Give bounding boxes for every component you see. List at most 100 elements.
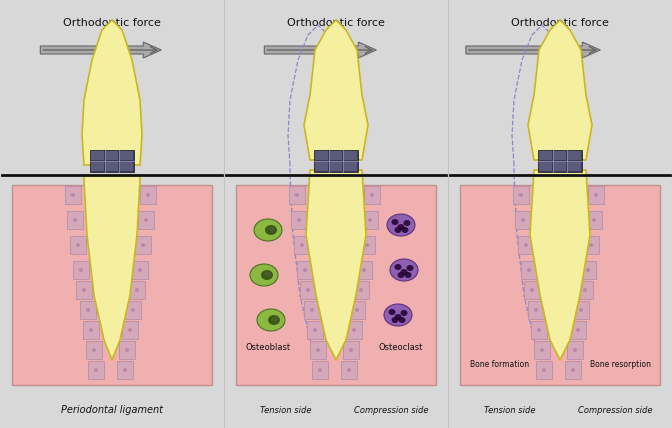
- Ellipse shape: [261, 270, 273, 280]
- Bar: [344, 162, 357, 171]
- Ellipse shape: [370, 193, 374, 197]
- Ellipse shape: [571, 368, 575, 372]
- Ellipse shape: [71, 193, 75, 197]
- Polygon shape: [528, 20, 592, 160]
- Ellipse shape: [138, 268, 142, 272]
- Ellipse shape: [92, 348, 96, 352]
- Bar: [577, 281, 593, 299]
- Bar: [73, 261, 89, 279]
- Bar: [315, 162, 328, 171]
- Bar: [125, 301, 141, 319]
- Ellipse shape: [272, 316, 278, 321]
- Ellipse shape: [398, 224, 405, 230]
- Ellipse shape: [128, 328, 132, 332]
- Bar: [583, 236, 599, 254]
- Ellipse shape: [254, 219, 282, 241]
- Bar: [353, 281, 369, 299]
- Bar: [538, 150, 582, 172]
- Ellipse shape: [144, 218, 148, 222]
- Bar: [524, 281, 540, 299]
- Ellipse shape: [394, 227, 401, 233]
- Bar: [70, 236, 86, 254]
- Ellipse shape: [135, 288, 139, 292]
- Bar: [291, 211, 307, 229]
- Bar: [90, 150, 134, 172]
- Ellipse shape: [250, 264, 278, 286]
- Text: Bone formation: Bone formation: [470, 360, 530, 369]
- Ellipse shape: [583, 288, 587, 292]
- Ellipse shape: [76, 243, 80, 247]
- Ellipse shape: [573, 348, 577, 352]
- Ellipse shape: [123, 368, 127, 372]
- Ellipse shape: [392, 219, 398, 225]
- Bar: [80, 301, 96, 319]
- Bar: [349, 301, 365, 319]
- Bar: [65, 186, 81, 204]
- Ellipse shape: [576, 328, 580, 332]
- Ellipse shape: [365, 243, 369, 247]
- Bar: [539, 151, 552, 160]
- Ellipse shape: [295, 193, 299, 197]
- Polygon shape: [306, 170, 366, 360]
- Ellipse shape: [86, 308, 90, 312]
- Bar: [359, 236, 375, 254]
- Bar: [315, 151, 328, 160]
- Bar: [67, 211, 83, 229]
- Bar: [362, 211, 378, 229]
- Bar: [289, 186, 305, 204]
- Ellipse shape: [355, 308, 359, 312]
- Bar: [304, 301, 320, 319]
- Ellipse shape: [268, 315, 280, 325]
- Bar: [83, 321, 99, 339]
- Bar: [135, 236, 151, 254]
- Ellipse shape: [347, 368, 351, 372]
- Bar: [140, 186, 156, 204]
- Ellipse shape: [303, 268, 307, 272]
- Ellipse shape: [542, 368, 546, 372]
- Bar: [106, 151, 118, 160]
- Bar: [341, 361, 357, 379]
- Ellipse shape: [125, 348, 129, 352]
- Ellipse shape: [521, 218, 525, 222]
- Ellipse shape: [403, 220, 411, 226]
- Ellipse shape: [362, 268, 366, 272]
- Ellipse shape: [388, 309, 396, 315]
- Ellipse shape: [394, 314, 401, 320]
- Polygon shape: [40, 42, 161, 58]
- Polygon shape: [466, 42, 600, 58]
- Bar: [536, 361, 552, 379]
- Ellipse shape: [540, 348, 544, 352]
- Bar: [129, 281, 145, 299]
- Bar: [364, 186, 380, 204]
- Ellipse shape: [524, 243, 528, 247]
- Bar: [312, 361, 328, 379]
- Bar: [122, 321, 138, 339]
- Ellipse shape: [398, 272, 405, 278]
- Bar: [570, 321, 586, 339]
- Bar: [518, 236, 534, 254]
- Polygon shape: [304, 20, 368, 160]
- Ellipse shape: [300, 243, 304, 247]
- Bar: [120, 151, 133, 160]
- Bar: [120, 162, 133, 171]
- Ellipse shape: [401, 269, 407, 275]
- Ellipse shape: [387, 214, 415, 236]
- Text: Compression side: Compression side: [353, 406, 428, 415]
- Bar: [330, 151, 342, 160]
- Bar: [573, 301, 589, 319]
- Ellipse shape: [352, 328, 356, 332]
- Ellipse shape: [594, 193, 598, 197]
- Ellipse shape: [394, 264, 401, 270]
- Ellipse shape: [579, 308, 583, 312]
- Bar: [106, 162, 118, 171]
- Ellipse shape: [141, 243, 145, 247]
- Ellipse shape: [401, 227, 409, 233]
- Bar: [460, 185, 660, 385]
- Bar: [310, 341, 326, 359]
- Bar: [344, 151, 357, 160]
- Ellipse shape: [313, 328, 317, 332]
- Ellipse shape: [392, 317, 398, 323]
- Bar: [569, 151, 581, 160]
- Ellipse shape: [589, 243, 593, 247]
- Bar: [521, 261, 537, 279]
